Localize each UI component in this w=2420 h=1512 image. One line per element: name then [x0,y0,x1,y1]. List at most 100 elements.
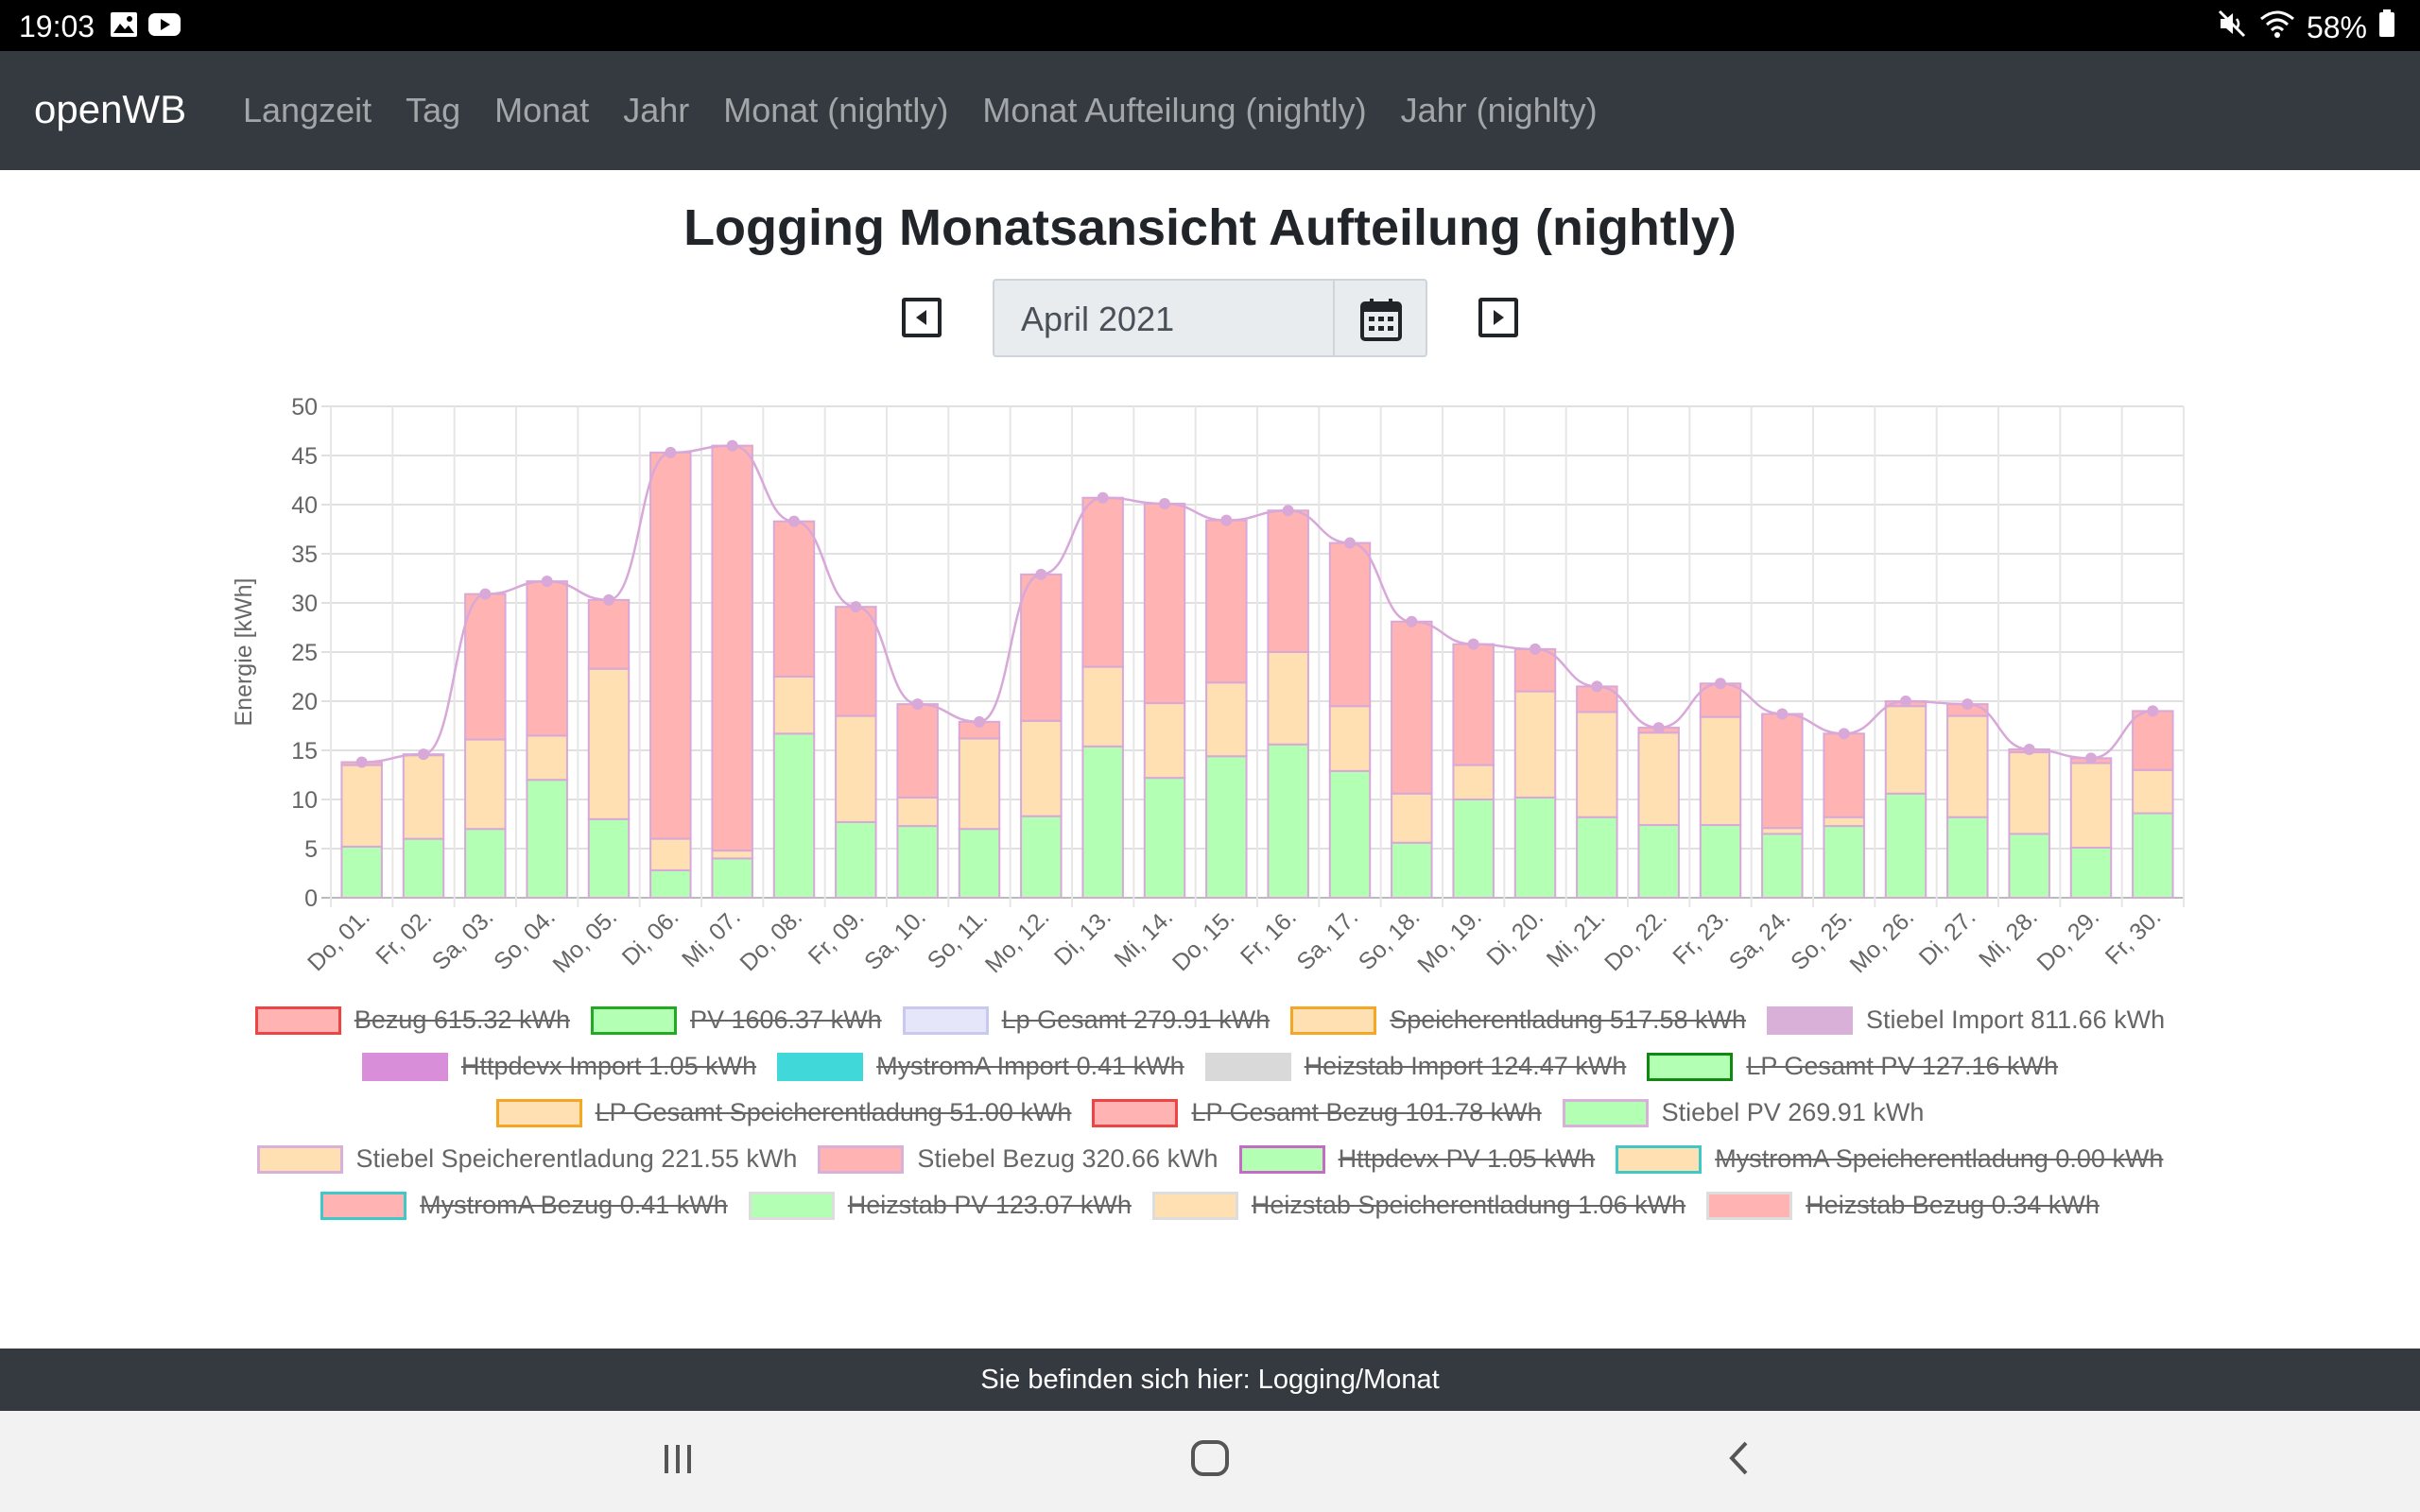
month-input[interactable]: April 2021 [993,279,1335,357]
line-point [418,748,429,761]
bar-segment [2132,768,2174,815]
nav-link-monat-aufteilung-nightly[interactable]: Monat Aufteilung (nightly) [982,91,1367,129]
nav-links: Langzeit Tag Monat Jahr Monat (nightly) … [243,91,1598,130]
bar-segment [1328,541,1372,708]
nav-link-monat-nightly[interactable]: Monat (nightly) [723,91,949,129]
legend-item[interactable]: Heizstab Speicherentladung 1.06 kWh [1151,1191,1685,1220]
x-tick-label: So, 18. [1354,903,1426,975]
x-tick-label: Fr, 30. [2100,903,2167,970]
bar-segment [1823,816,1865,828]
x-tick-label: Do, 01. [302,903,375,976]
legend-label: MystromA Speicherentladung 0.00 kWh [1715,1144,2164,1173]
x-tick-label: Mo, 05. [547,903,622,978]
bar-segment [464,828,507,900]
legend-item[interactable]: Stiebel Speicherentladung 221.55 kWh [256,1144,797,1174]
bar-segment [896,825,939,899]
legend-item[interactable]: Speicherentladung 517.58 kWh [1290,1005,1746,1035]
y-tick-label: 35 [291,541,318,568]
bar-segment [1637,731,1680,827]
legend-item[interactable]: LP Gesamt Speicherentladung 51.00 kWh [495,1098,1072,1127]
line-point [1530,643,1541,655]
y-tick-label: 5 [304,836,318,863]
back-icon[interactable] [1720,1439,1758,1482]
bar-segment [1267,651,1309,746]
legend-item[interactable]: Stiebel Import 811.66 kWh [1767,1005,2165,1035]
x-tick-label: So, 25. [1786,903,1858,975]
bar-segment [649,868,692,900]
legend-row: MystromA Bezug 0.41 kWh Heizstab PV 123.0… [0,1182,2420,1228]
x-tick-label: Mi, 14. [1109,903,1178,972]
legend-label: Stiebel Bezug 320.66 kWh [917,1144,1219,1173]
bar-segment [1513,647,1557,693]
bar-segment [1081,496,1124,668]
legend-item[interactable]: Heizstab Import 124.47 kWh [1204,1052,1626,1081]
brand-logo-text[interactable]: openWB [34,87,187,131]
legend-item[interactable]: MystromA Import 0.41 kWh [777,1052,1184,1081]
bar-segment [2069,762,2113,849]
bar-segment [1205,755,1248,899]
legend-swatch [1238,1144,1325,1174]
bar-segment [402,837,445,900]
legend-swatch [361,1052,448,1081]
legend-label: LP Gesamt Speicherentladung 51.00 kWh [595,1098,1072,1126]
nav-link-jahr-nightly[interactable]: Jahr (nighlty) [1400,91,1598,129]
legend-swatch [1767,1005,1854,1035]
bar-segment [1699,824,1742,900]
bar-segment [1761,833,1804,899]
bar-segment [2132,710,2174,771]
caret-right-icon [1494,310,1504,325]
legend-item[interactable]: Lp Gesamt 279.91 kWh [902,1005,1270,1035]
line-point [1962,698,1974,711]
line-point [1220,514,1233,526]
legend-swatch [495,1098,582,1127]
bar-segment [835,714,877,823]
legend-item[interactable]: MystromA Speicherentladung 0.00 kWh [1616,1144,2163,1174]
recent-apps-icon[interactable] [659,1439,697,1482]
bar-segment [1267,743,1309,900]
line-point [1715,678,1726,690]
bar-segment [1946,816,1989,899]
legend-item[interactable]: MystromA Bezug 0.41 kWh [320,1191,728,1220]
next-month-button[interactable] [1478,298,1518,337]
line-point [1097,491,1109,504]
legend-item[interactable]: LP Gesamt Bezug 101.78 kWh [1092,1098,1542,1127]
legend-item[interactable]: Bezug 615.32 kWh [254,1005,570,1035]
nav-link-tag[interactable]: Tag [406,91,461,129]
legend-swatch [777,1052,864,1081]
bar-segment [835,820,877,900]
energy-chart[interactable]: 0 5 10 15 20 25 30 35 40 45 50 Energie [kWh] Do, 01.… [0,378,2420,1002]
legend-item[interactable]: Httpdevx PV 1.05 kWh [1238,1144,1595,1174]
gallery-icon [110,11,138,43]
x-tick-label: Sa, 03. [427,903,499,975]
previous-month-button[interactable] [902,298,942,337]
x-tick-label: Mi, 21. [1542,903,1611,972]
legend-item[interactable]: Httpdevx Import 1.05 kWh [361,1052,756,1081]
line-point [974,715,985,728]
bar-segment [1020,573,1063,722]
calendar-button[interactable] [1333,279,1427,357]
bar-segment [1823,732,1865,818]
bar-segment [1513,796,1557,900]
legend-item[interactable]: Stiebel Bezug 320.66 kWh [818,1144,1219,1174]
x-tick-label: Mi, 07. [677,903,746,972]
legend-item[interactable]: LP Gesamt PV 127.16 kWh [1647,1052,2058,1081]
legend-item[interactable]: Heizstab Bezug 0.34 kWh [1706,1191,2100,1220]
bar-segment [711,850,753,860]
y-tick-label: 20 [291,689,318,715]
home-icon[interactable] [1189,1439,1231,1482]
legend-item[interactable]: PV 1606.37 kWh [590,1005,882,1035]
line-point [1344,537,1356,549]
nav-link-monat[interactable]: Monat [494,91,590,129]
legend-item[interactable]: Heizstab PV 123.07 kWh [748,1191,1132,1220]
bar-segment [340,764,383,848]
legend-swatch [1562,1098,1649,1127]
legend-label: Lp Gesamt 279.91 kWh [1001,1005,1270,1034]
line-point [1282,505,1294,517]
bar-segment [1452,643,1495,766]
x-tick-label: Di, 20. [1481,903,1548,971]
bar-segment [1143,702,1186,780]
legend-row: Httpdevx Import 1.05 kWh MystromA Import … [0,1043,2420,1090]
legend-item[interactable]: Stiebel PV 269.91 kWh [1562,1098,1924,1127]
nav-link-jahr[interactable]: Jahr [623,91,690,129]
nav-link-langzeit[interactable]: Langzeit [243,91,372,129]
